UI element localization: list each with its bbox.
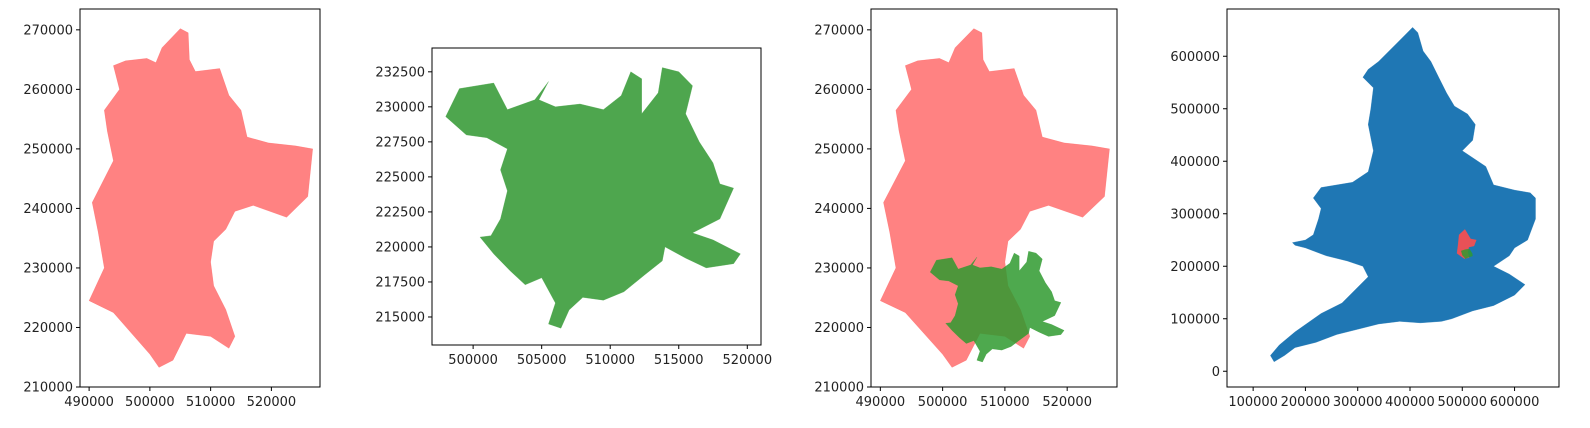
y-tick-label: 222500 — [375, 205, 425, 220]
x-tick-label: 515000 — [654, 353, 704, 368]
axes-frame — [431, 47, 762, 346]
y-tick-label: 215000 — [375, 310, 425, 325]
y-tick-label: 230000 — [814, 261, 864, 276]
y-tick-label: 232500 — [375, 65, 425, 80]
y-tick-label: 220000 — [375, 240, 425, 255]
x-tick-label: 490000 — [856, 395, 906, 410]
x-tick-label: 500000 — [125, 395, 175, 410]
map-region-layer-2 — [929, 250, 1065, 363]
axes-frame — [79, 8, 321, 388]
x-tick-label: 520000 — [722, 353, 772, 368]
x-tick-label: 600000 — [1490, 395, 1540, 410]
y-tick-label: 250000 — [23, 142, 73, 157]
x-tick-label: 500000 — [918, 395, 968, 410]
y-tick-label: 240000 — [23, 202, 73, 217]
y-tick-label: 260000 — [814, 83, 864, 98]
y-tick-label: 225000 — [375, 170, 425, 185]
y-tick-label: 210000 — [23, 381, 73, 396]
map-region-layer-1 — [1270, 27, 1536, 363]
x-tick-label: 520000 — [1042, 395, 1092, 410]
y-tick-label: 217500 — [375, 275, 425, 290]
y-tick-label: 230000 — [375, 100, 425, 115]
y-tick-label: 600000 — [1170, 50, 1220, 65]
y-tick-label: 250000 — [814, 142, 864, 157]
y-tick-label: 0 — [1212, 365, 1220, 380]
x-tick-label: 500000 — [1437, 395, 1487, 410]
y-tick-label: 500000 — [1170, 102, 1220, 117]
map-region-layer-1 — [445, 67, 741, 329]
x-tick-label: 100000 — [1228, 395, 1278, 410]
y-tick-label: 220000 — [23, 321, 73, 336]
y-tick-label: 240000 — [814, 202, 864, 217]
x-tick-label: 200000 — [1281, 395, 1331, 410]
y-tick-label: 220000 — [814, 321, 864, 336]
y-tick-label: 230000 — [23, 261, 73, 276]
x-tick-label: 510000 — [980, 395, 1030, 410]
map-region-layer-3 — [1460, 248, 1473, 260]
axes-frame — [870, 8, 1118, 388]
y-tick-label: 100000 — [1170, 312, 1220, 327]
y-tick-label: 210000 — [814, 381, 864, 396]
y-tick-label: 400000 — [1170, 155, 1220, 170]
x-tick-label: 505000 — [517, 353, 567, 368]
x-tick-label: 510000 — [585, 353, 635, 368]
axes-frame — [1226, 8, 1560, 388]
y-tick-label: 260000 — [23, 83, 73, 98]
y-tick-label: 300000 — [1170, 207, 1220, 222]
x-tick-label: 400000 — [1385, 395, 1435, 410]
x-tick-label: 300000 — [1333, 395, 1383, 410]
x-tick-label: 520000 — [247, 395, 297, 410]
y-tick-label: 270000 — [23, 23, 73, 38]
x-tick-label: 510000 — [186, 395, 236, 410]
y-tick-label: 227500 — [375, 135, 425, 150]
x-tick-label: 490000 — [64, 395, 114, 410]
map-region-layer-1 — [88, 28, 313, 368]
x-tick-label: 500000 — [448, 353, 498, 368]
y-tick-label: 270000 — [814, 23, 864, 38]
y-tick-label: 200000 — [1170, 260, 1220, 275]
